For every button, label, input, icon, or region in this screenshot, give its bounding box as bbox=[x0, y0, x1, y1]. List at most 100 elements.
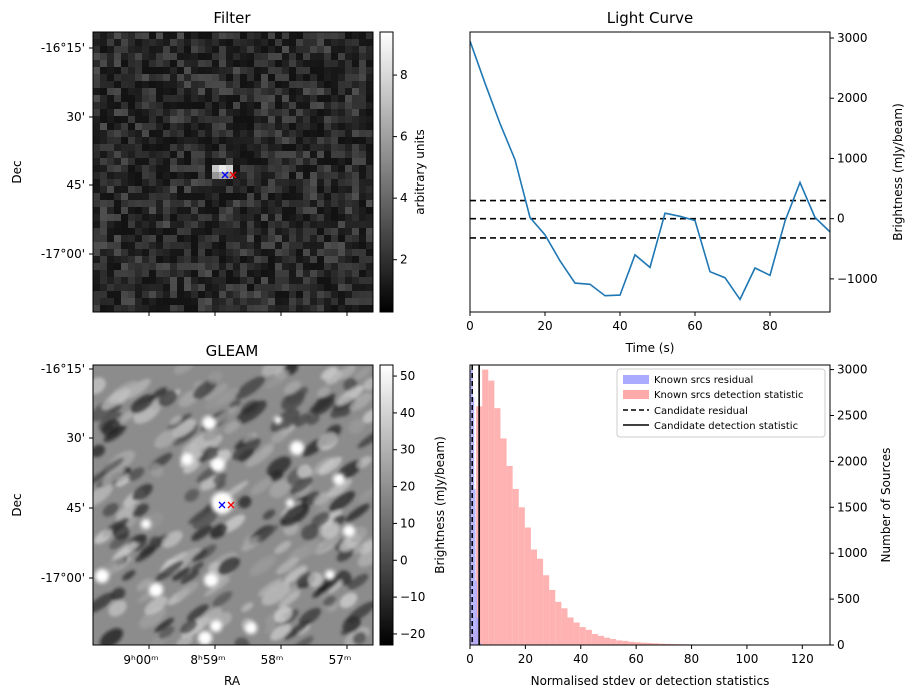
colorbar-tick-label: −20 bbox=[400, 627, 425, 641]
lightcurve-y-ticks: −1000 0 1000 2000 3000 bbox=[830, 31, 878, 286]
histogram-legend: Known srcs residual Known srcs detection… bbox=[616, 368, 826, 438]
filter-frame bbox=[92, 31, 374, 313]
lightcurve-ytick-label: −1000 bbox=[837, 272, 878, 286]
lightcurve-xtick-label: 60 bbox=[687, 319, 702, 333]
gleam-source bbox=[343, 525, 355, 537]
histogram-ytick-label: 3000 bbox=[837, 363, 868, 377]
gleam-source bbox=[290, 441, 304, 455]
filter-colorbar-label: arbitrary units bbox=[413, 129, 427, 215]
gleam-colorbar-ticks: −20 −10 0 10 20 30 40 50 bbox=[393, 369, 425, 641]
histogram-bar bbox=[482, 369, 489, 645]
gleam-source bbox=[274, 416, 282, 424]
histogram-bar bbox=[488, 380, 495, 645]
gleam-source bbox=[211, 492, 233, 514]
colorbar-tick-label: 4 bbox=[400, 191, 408, 205]
filter-ytick-3: 45' bbox=[66, 178, 85, 192]
gleam-ylabel: Dec bbox=[10, 493, 24, 516]
histogram-bar bbox=[555, 601, 562, 645]
filter-ylabel: Dec bbox=[10, 160, 24, 183]
gleam-frame bbox=[92, 364, 374, 646]
gleam-ytick-3: 45' bbox=[66, 501, 85, 515]
histogram-bar bbox=[646, 642, 653, 645]
gleam-xlabel: RA bbox=[224, 674, 241, 688]
histogram-ytick-label: 1000 bbox=[837, 546, 868, 560]
histogram-ytick-label: 2000 bbox=[837, 454, 868, 468]
histogram-bar bbox=[530, 549, 538, 645]
histogram-bar bbox=[537, 558, 544, 645]
histogram-bar bbox=[610, 639, 617, 645]
histogram-bar bbox=[506, 465, 513, 645]
colorbar-tick-label: 8 bbox=[400, 68, 408, 82]
histogram-bar bbox=[567, 617, 574, 645]
histogram-ylabel: Number of Sources bbox=[879, 448, 893, 563]
lightcurve-xtick-label: 40 bbox=[612, 319, 627, 333]
gleam-source bbox=[333, 473, 345, 485]
histogram-bar bbox=[579, 627, 586, 645]
histogram-bar bbox=[549, 589, 556, 645]
histogram-bar bbox=[585, 629, 592, 645]
histogram-bar bbox=[543, 575, 550, 645]
lightcurve-xlabel: Time (s) bbox=[625, 341, 675, 355]
colorbar-tick-label: 6 bbox=[400, 130, 408, 144]
histogram-xtick-label: 20 bbox=[518, 652, 533, 666]
gleam-panel: GLEAM -16°15' 30' 45' -17°00' 9ʰ00ᵐ 8ʰ59… bbox=[10, 342, 447, 688]
colorbar-tick-label: 30 bbox=[400, 443, 415, 457]
colorbar-tick-label: 2 bbox=[400, 253, 408, 267]
lightcurve-xtick-label: 20 bbox=[537, 319, 552, 333]
gleam-sources bbox=[95, 416, 355, 645]
histogram-bar bbox=[597, 635, 605, 645]
histogram-xtick-label: 40 bbox=[573, 652, 588, 666]
gleam-marker-blue bbox=[218, 501, 226, 509]
histogram-bar bbox=[500, 438, 507, 645]
histogram-bar bbox=[479, 643, 482, 645]
lightcurve-xtick-label: 80 bbox=[762, 319, 777, 333]
lightcurve-xtick-label: 0 bbox=[466, 319, 474, 333]
lightcurve-hlines bbox=[470, 199, 830, 239]
histogram-bar bbox=[628, 641, 635, 645]
histogram-xtick-label: 100 bbox=[735, 652, 758, 666]
lightcurve-ytick-label: 3000 bbox=[837, 31, 868, 45]
gleam-source bbox=[325, 570, 335, 580]
lightcurve-panel: Light Curve 0 20 40 60 80 −1000 0 1000 2000 3000… bbox=[466, 9, 905, 355]
gleam-marker-red bbox=[227, 501, 235, 509]
gleam-title: GLEAM bbox=[206, 342, 259, 360]
histogram-xtick-label: 60 bbox=[629, 652, 644, 666]
filter-title: Filter bbox=[213, 9, 251, 27]
histogram-bar bbox=[475, 580, 477, 645]
histogram-ytick-label: 500 bbox=[837, 592, 860, 606]
lightcurve-ytick-label: 2000 bbox=[837, 91, 868, 105]
legend-swatch-detection bbox=[623, 390, 649, 399]
filter-ytick-4: -17°00' bbox=[41, 247, 85, 261]
gleam-xtick-3: 58ᵐ bbox=[261, 653, 284, 667]
histogram-bar bbox=[622, 640, 629, 645]
lightcurve-ylabel: Brightness (mJy/beam) bbox=[891, 103, 905, 241]
gleam-ytick-4: -17°00' bbox=[41, 571, 85, 585]
gleam-source bbox=[204, 573, 218, 587]
gleam-image bbox=[93, 365, 373, 645]
gleam-xtick-4: 57ᵐ bbox=[329, 653, 352, 667]
histogram-bar bbox=[591, 633, 598, 645]
filter-colorbar bbox=[379, 31, 394, 313]
gleam-markers bbox=[218, 501, 235, 509]
histogram-y-ticks: 0 500 1000 1500 2000 2500 3000 bbox=[830, 363, 868, 652]
gleam-source bbox=[181, 453, 193, 465]
gleam-source bbox=[202, 416, 216, 430]
histogram-xtick-label: 120 bbox=[791, 652, 814, 666]
filter-markers bbox=[221, 171, 237, 179]
histogram-bar bbox=[616, 640, 623, 645]
histogram-bar bbox=[494, 408, 501, 645]
legend-label-cand-residual: Candidate residual bbox=[654, 406, 748, 417]
histogram-ytick-label: 0 bbox=[837, 638, 845, 652]
gleam-source bbox=[198, 631, 212, 645]
histogram-xtick-label: 80 bbox=[684, 652, 699, 666]
colorbar-tick-label: 50 bbox=[400, 369, 415, 383]
histogram-bar bbox=[470, 369, 472, 645]
histogram-bar bbox=[471, 369, 473, 645]
gleam-source bbox=[141, 519, 151, 529]
legend-box bbox=[616, 368, 826, 438]
gleam-xtick-2: 8ʰ59ᵐ bbox=[190, 653, 225, 667]
filter-x-ticks bbox=[148, 312, 348, 316]
colorbar-tick-label: 20 bbox=[400, 480, 415, 494]
histogram-bar bbox=[604, 637, 611, 645]
